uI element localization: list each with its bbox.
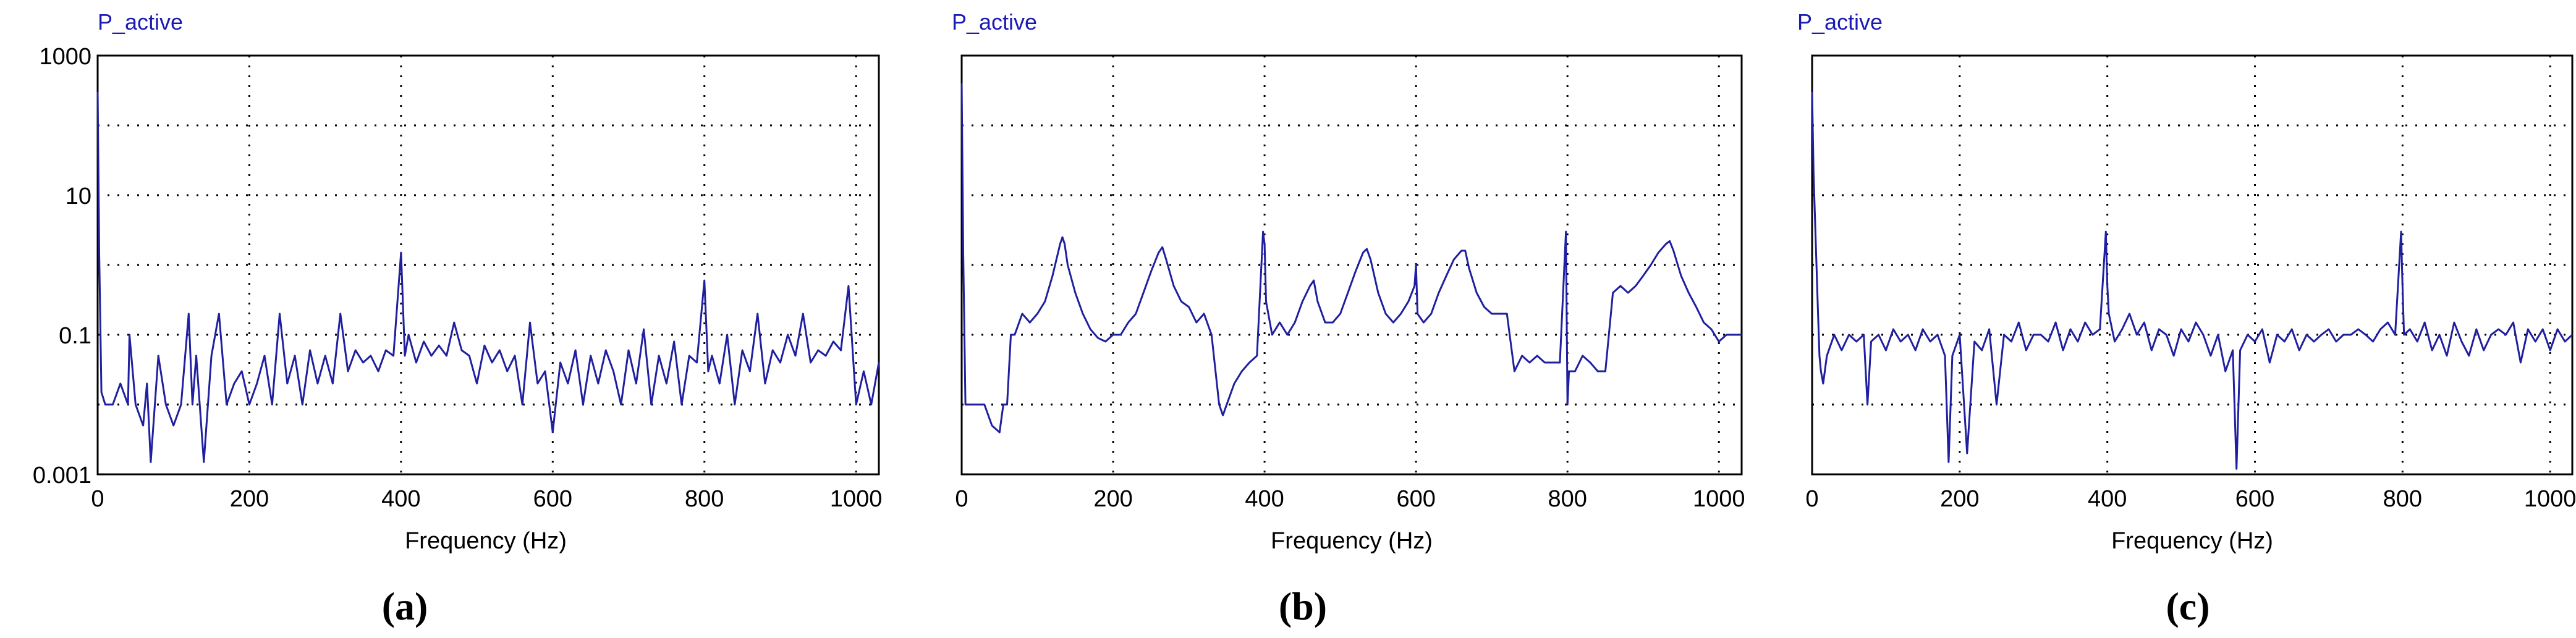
series-line <box>960 83 1742 434</box>
x-tick-label: 0 <box>1805 486 1818 512</box>
chart-title: P_active <box>952 9 1037 35</box>
chart-b: P_active 0 200 400 600 800 1000 Frequency (Hz) (… <box>952 9 1745 628</box>
series-line <box>1811 92 2574 470</box>
x-tick-label: 200 <box>1093 486 1132 512</box>
x-tick-label: 800 <box>1548 486 1587 512</box>
panel-caption: (a) <box>382 584 428 628</box>
x-axis-label: Frequency (Hz) <box>2111 528 2273 554</box>
x-tick-label: 800 <box>2383 486 2422 512</box>
x-axis-label: Frequency (Hz) <box>405 528 567 554</box>
panel-caption: (c) <box>2166 584 2210 628</box>
x-tick-label: 1000 <box>1693 486 1745 512</box>
x-tick-label: 800 <box>685 486 724 512</box>
y-tick-label: 10 <box>66 183 91 209</box>
panel-caption: (b) <box>1279 584 1327 628</box>
series-line <box>96 92 880 463</box>
y-tick-label: 0.1 <box>59 323 91 349</box>
x-tick-label: 0 <box>91 486 104 512</box>
x-tick-label: 400 <box>2088 486 2127 512</box>
chart-c: P_active 0 200 400 600 800 1000 Frequency (Hz) (… <box>1797 9 2576 628</box>
x-tick-label: 200 <box>230 486 269 512</box>
chart-title: P_active <box>98 9 183 35</box>
x-tick-label: 600 <box>2235 486 2274 512</box>
y-tick-label: 1000 <box>39 44 91 70</box>
panel-b: P_active 0 200 400 600 800 1000 Frequency (Hz) (… <box>859 0 1745 638</box>
x-tick-label: 200 <box>1940 486 1979 512</box>
y-tick-label: 0.001 <box>33 463 91 489</box>
x-tick-label: 0 <box>955 486 968 512</box>
panel-c: P_active 0 200 400 600 800 1000 Frequency (Hz) (… <box>1718 0 2576 638</box>
x-tick-label: 400 <box>1245 486 1284 512</box>
x-tick-label: 1000 <box>2524 486 2576 512</box>
plot-frame <box>1811 54 2574 476</box>
x-axis-label: Frequency (Hz) <box>1271 528 1433 554</box>
x-tick-label: 600 <box>1396 486 1435 512</box>
chart-a: P_active 0 200 400 600 800 1000 0.001 0.1 10 1000 F… <box>33 9 883 628</box>
chart-title: P_active <box>1797 9 1883 35</box>
panel-a: P_active 0 200 400 600 800 1000 0.001 0.1 10 1000 F… <box>0 0 883 638</box>
x-tick-label: 400 <box>381 486 420 512</box>
x-tick-label: 600 <box>533 486 572 512</box>
x-tick-label: 1000 <box>830 486 883 512</box>
